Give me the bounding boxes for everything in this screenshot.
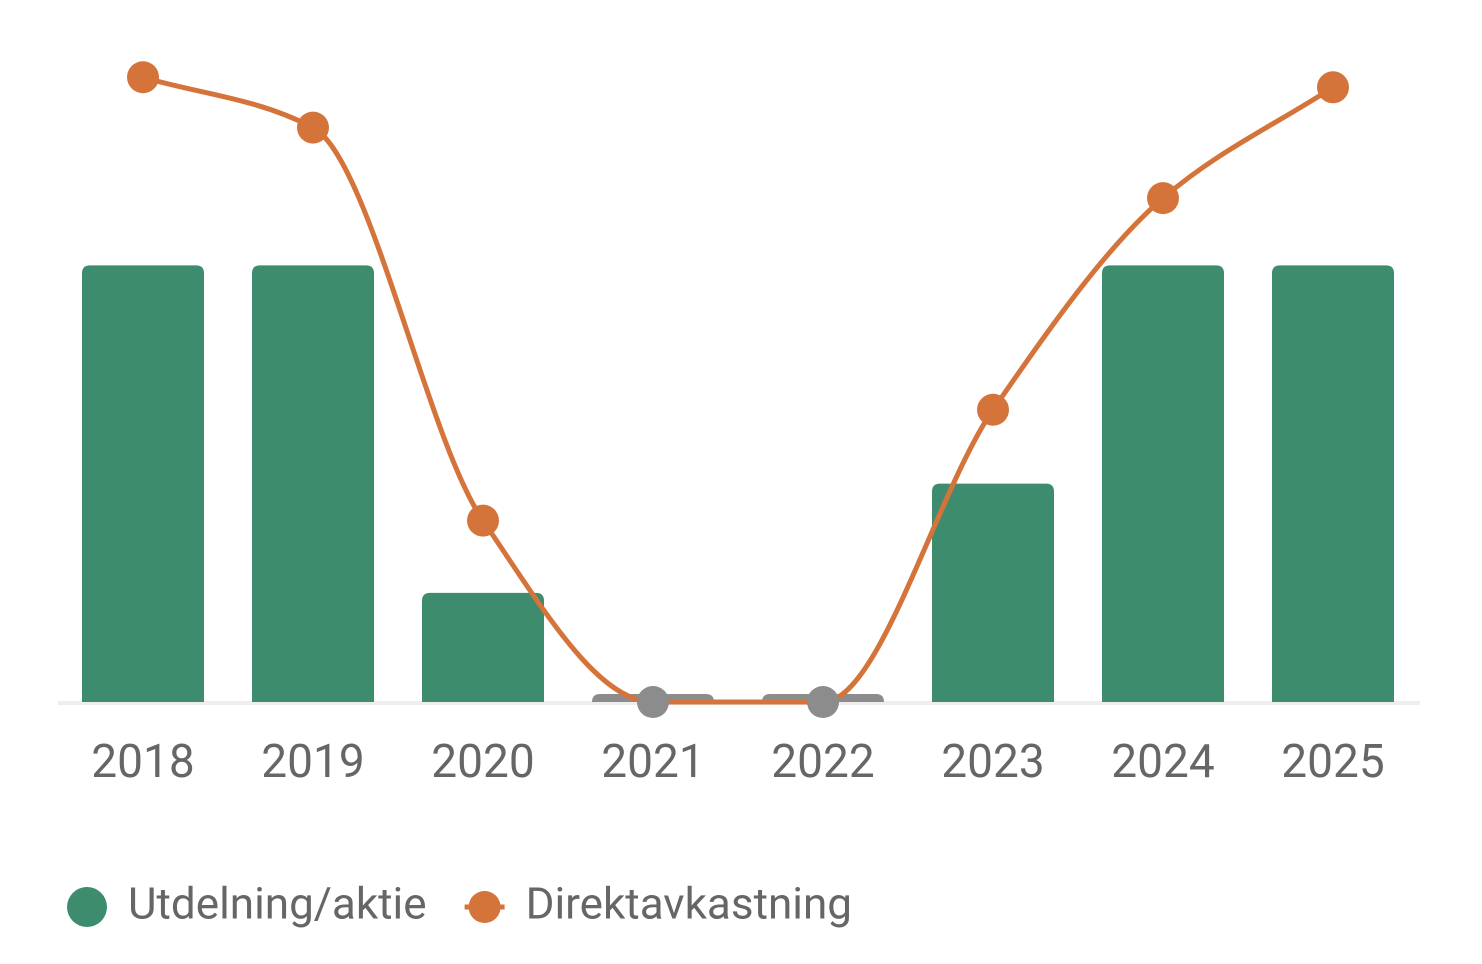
bar (252, 265, 374, 702)
x-tick-label: 2018 (91, 735, 194, 789)
x-tick-label: 2024 (1111, 735, 1214, 789)
legend-marker (67, 887, 107, 927)
line-point (297, 111, 329, 144)
line-point (1317, 71, 1349, 104)
bar (422, 592, 544, 702)
bar (1102, 265, 1224, 702)
bar (82, 265, 204, 702)
legend-label: Utdelning/aktie (128, 878, 427, 930)
bar (1272, 265, 1394, 702)
line-point (637, 686, 669, 718)
line-point (977, 393, 1009, 426)
bar (932, 483, 1054, 702)
x-tick-label: 2019 (261, 735, 364, 789)
x-tick-label: 2025 (1281, 735, 1384, 789)
legend-marker (468, 891, 501, 923)
x-tick-label: 2020 (431, 735, 534, 789)
x-tick-label: 2022 (771, 735, 874, 789)
line (142, 74, 1335, 705)
line-point (1147, 182, 1179, 215)
x-tick-label: 2021 (601, 735, 704, 789)
legend-label: Direktavkastning (526, 878, 852, 930)
line-point (807, 686, 839, 718)
x-tick-label: 2023 (941, 735, 1044, 789)
line-point (467, 504, 499, 537)
line-point (127, 61, 159, 94)
